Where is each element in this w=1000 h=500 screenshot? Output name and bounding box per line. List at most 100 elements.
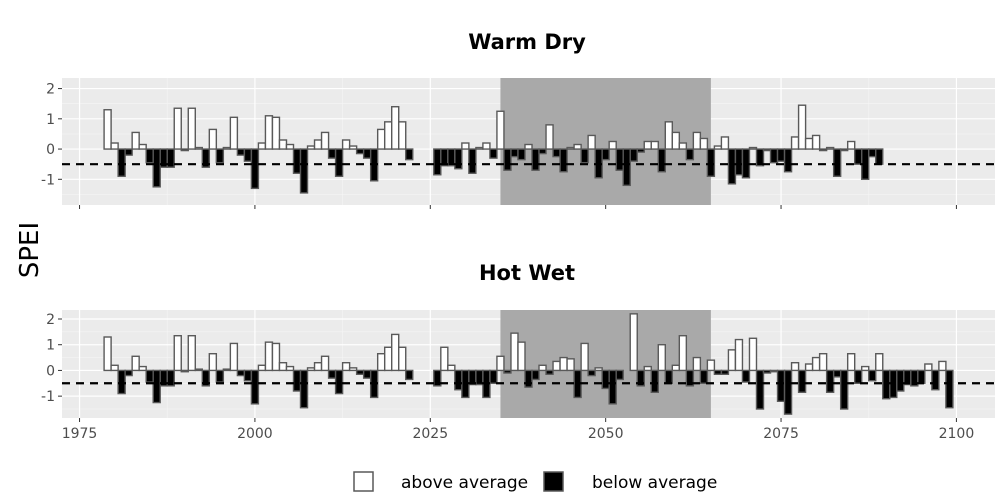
bar-below-average (917, 369, 926, 384)
y-tick-label: 0 (46, 142, 55, 158)
bar-below-average (503, 369, 512, 374)
bar-below-average (734, 148, 744, 176)
bar-above-average (692, 356, 702, 372)
bar-below-average (650, 369, 659, 393)
bar-below-average (180, 148, 189, 152)
bar-below-average (145, 148, 154, 164)
bar-above-average (257, 142, 267, 150)
bar-below-average (489, 148, 498, 159)
bar-below-average (896, 369, 905, 392)
bar-below-average (769, 148, 779, 164)
bar-below-average (580, 148, 589, 164)
bar-above-average (790, 362, 800, 372)
bar-above-average (222, 146, 232, 150)
bar-above-average (278, 362, 288, 372)
bar-above-average (924, 363, 933, 372)
bar-above-average (559, 356, 568, 372)
bar-above-average (475, 146, 484, 150)
bar-below-average (433, 369, 442, 387)
bar-below-average (706, 148, 716, 177)
bar-above-average (643, 365, 652, 372)
bar-below-average (769, 369, 779, 373)
bar-below-average (292, 148, 302, 174)
bar-above-average (706, 359, 716, 372)
bar-below-average (622, 148, 631, 187)
shaded-period (500, 310, 711, 418)
bar-above-average (797, 104, 807, 150)
bar-above-average (664, 121, 674, 150)
bar-above-average (748, 146, 758, 150)
bar-above-average (748, 337, 758, 372)
bar-above-average (657, 344, 666, 372)
bar-above-average (629, 313, 638, 372)
bar-below-average (517, 148, 526, 161)
bar-above-average (804, 363, 814, 372)
bar-above-average (348, 367, 358, 372)
bar-above-average (825, 146, 835, 150)
bar-below-average (201, 369, 211, 387)
bar-above-average (587, 134, 596, 150)
bar-above-average (383, 121, 393, 150)
bar-below-average (839, 369, 849, 410)
bar-below-average (615, 369, 624, 381)
bar-below-average (559, 148, 568, 173)
bar-above-average (229, 116, 239, 150)
bar-below-average (931, 369, 940, 391)
bar-below-average (538, 148, 547, 155)
bar-below-average (755, 369, 765, 410)
bar-above-average (208, 128, 218, 150)
bar-below-average (636, 148, 645, 153)
bar-above-average (875, 353, 884, 372)
bar-below-average (699, 369, 709, 384)
bar-below-average (832, 148, 842, 177)
bar-above-average (699, 137, 709, 150)
bar-above-average (482, 142, 491, 150)
bar-below-average (334, 148, 344, 177)
bar-below-average (152, 148, 161, 188)
bar-below-average (362, 369, 372, 379)
bar-below-average (489, 369, 498, 384)
bar-below-average (657, 148, 666, 173)
panel-hot-wet: Hot Wet -1 0 1 2 1975 2000 2025 2050 2075 2100 (41, 261, 995, 442)
y-tick-label: 2 (46, 82, 55, 98)
bar-above-average (187, 107, 196, 150)
bar-above-average (566, 146, 575, 150)
bar-above-average (804, 137, 814, 150)
bar-above-average (208, 353, 218, 372)
bar-below-average (608, 369, 617, 405)
bar-below-average (433, 148, 442, 176)
bar-below-average (531, 148, 540, 171)
bar-below-average (762, 369, 772, 374)
bar-below-average (250, 369, 260, 405)
bar-above-average (194, 146, 204, 150)
bar-below-average (124, 369, 133, 377)
bar-above-average (818, 353, 828, 372)
bar-below-average (327, 148, 337, 159)
bar-below-average (236, 148, 246, 156)
bar-below-average (615, 148, 624, 171)
bar-above-average (383, 346, 393, 372)
bar-below-average (201, 148, 211, 168)
bar-below-average (783, 369, 793, 415)
bar-below-average (215, 148, 225, 164)
bar-below-average (853, 369, 863, 384)
bar-above-average (264, 115, 274, 150)
bar-below-average (405, 148, 414, 161)
bar-below-average (945, 369, 954, 409)
bar-above-average (187, 335, 196, 372)
y-axis-label: SPEI (15, 222, 45, 278)
bar-above-average (173, 107, 182, 150)
bar-above-average (790, 136, 800, 150)
bar-below-average (503, 148, 512, 171)
bar-below-average (601, 369, 610, 390)
bar-below-average (685, 148, 695, 161)
bar-above-average (131, 355, 140, 372)
bar-below-average (853, 148, 863, 165)
x-tick-label: 2025 (412, 426, 448, 442)
bar-below-average (727, 148, 737, 185)
bar-above-average (846, 140, 856, 150)
bar-below-average (299, 148, 309, 194)
x-tick-label: 2050 (588, 426, 624, 442)
bar-above-average (545, 124, 554, 150)
